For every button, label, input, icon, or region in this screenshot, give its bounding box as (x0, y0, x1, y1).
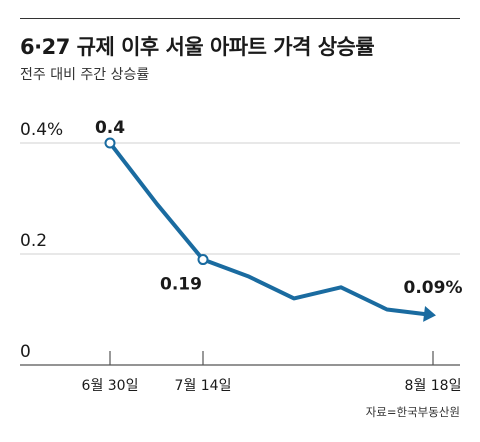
series-line-path (108, 141, 427, 316)
data-label: 0.09% (404, 278, 463, 298)
chart-subtitle: 전주 대비 주간 상승률 (20, 67, 150, 83)
source-note: 자료=한국부동산원 (365, 405, 460, 419)
grid-lines (20, 142, 460, 255)
top-rule (20, 18, 460, 19)
y-tick-label: 0 (20, 342, 31, 362)
data-labels: 0.4 0.19 0.09% (95, 118, 463, 298)
y-tick-labels: 0 0.2 0.4% (20, 120, 63, 362)
data-label: 0.19 (160, 275, 202, 295)
x-tick-label: 8월 18일 (405, 378, 462, 394)
data-point-marker (197, 254, 209, 266)
x-axis: 6월 30일 7월 14일 8월 18일 (20, 351, 461, 394)
y-tick-label: 0.2 (20, 231, 47, 251)
data-point-marker (104, 137, 116, 149)
x-tick-label: 7월 14일 (175, 378, 232, 394)
series-line (104, 137, 436, 322)
data-label: 0.4 (95, 118, 125, 138)
x-tick-label: 6월 30일 (82, 378, 139, 394)
arrowhead (423, 306, 436, 322)
y-tick-label: 0.4% (20, 120, 63, 140)
chart-title: 6·27 규제 이후 서울 아파트 가격 상승률 (20, 35, 375, 59)
